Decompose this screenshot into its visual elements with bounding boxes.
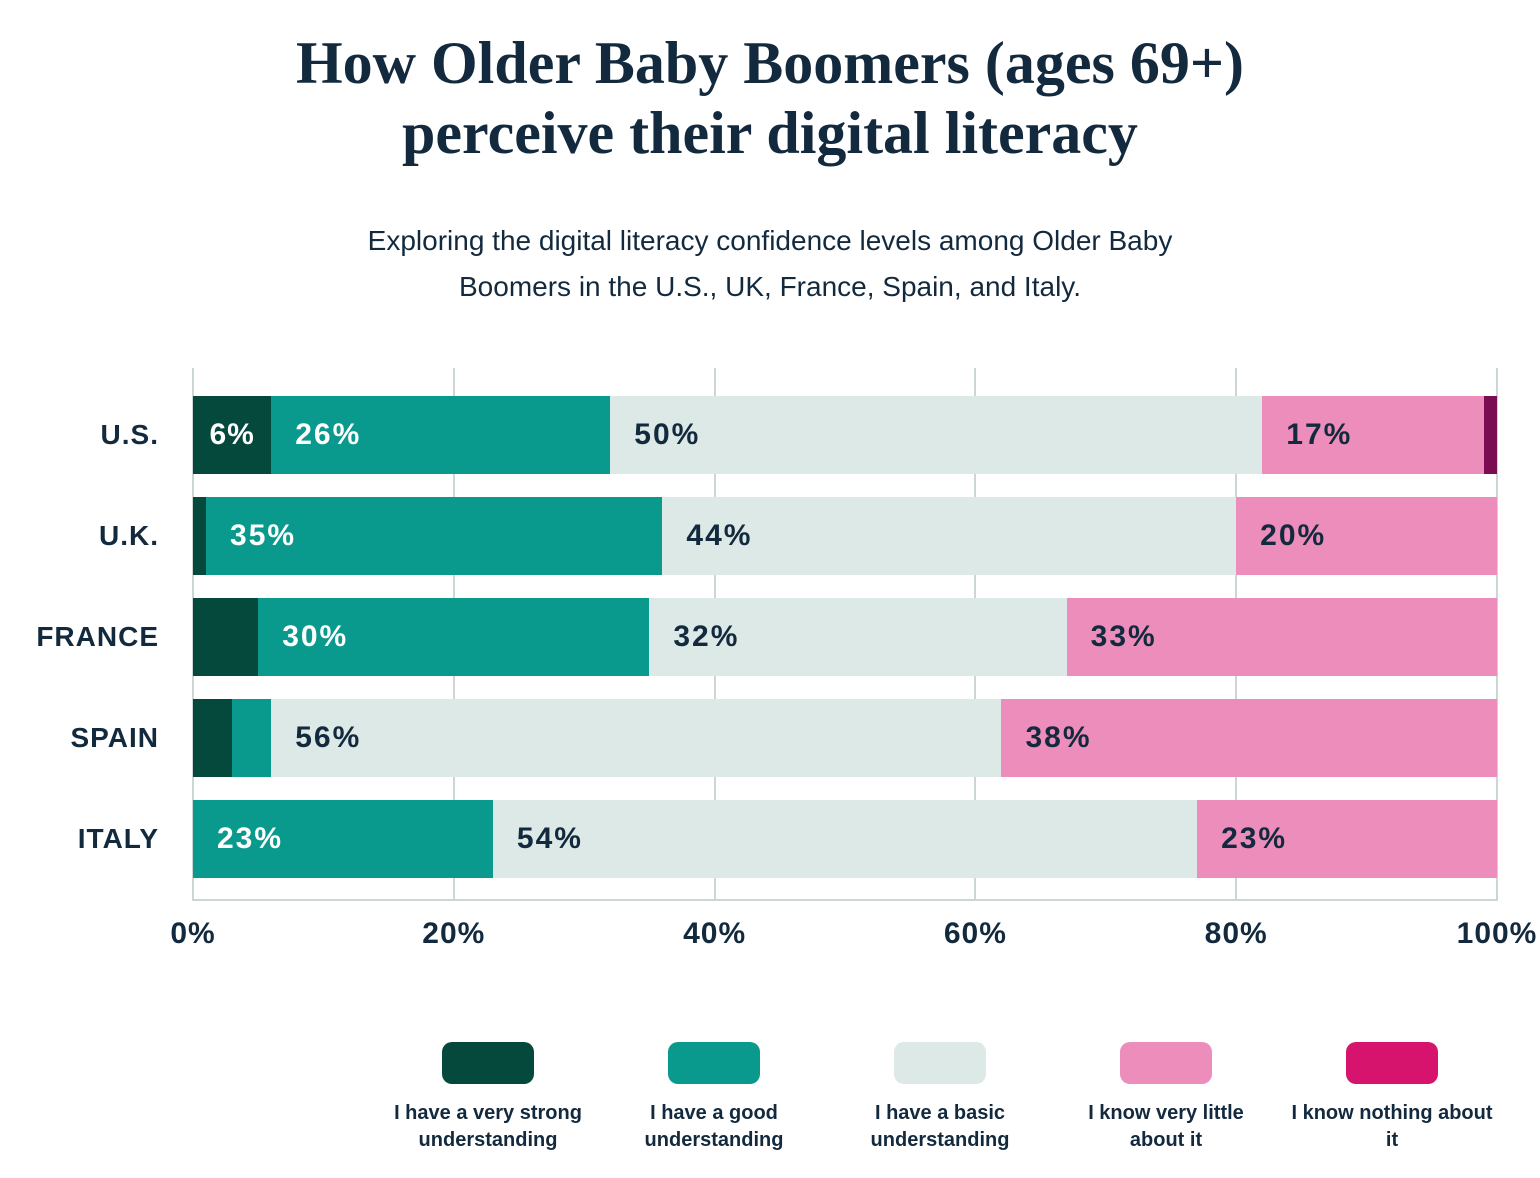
bar-row: 23% 54% 23%: [193, 800, 1497, 878]
bar-segment-label: 32%: [673, 620, 740, 653]
legend-swatch: [1120, 1042, 1212, 1084]
bar-segment-label: 35%: [230, 519, 297, 552]
bar-segment: [232, 699, 272, 777]
x-axis-tick-label: 100%: [1456, 917, 1538, 950]
bar-segment-label: 23%: [217, 822, 284, 855]
chart-subtitle-line2: Boomers in the U.S., UK, France, Spain, …: [459, 271, 1081, 302]
bar-segment-label: 6%: [209, 418, 255, 451]
bar-segment-label: 33%: [1090, 620, 1157, 653]
x-axis-tick-label: 20%: [422, 917, 486, 950]
bar-segment: [193, 598, 259, 676]
bar-segment-label: 23%: [1221, 822, 1288, 855]
legend-item: I have a basic understanding: [827, 1042, 1053, 1154]
legend-label: I have a basic understanding: [870, 1102, 1010, 1151]
bar-segment: 56%: [271, 699, 1002, 777]
legend-label: I know nothing about it: [1291, 1102, 1493, 1151]
row-label: ITALY: [77, 823, 159, 854]
bar-segment-label: 44%: [686, 519, 753, 552]
legend-item: I have a good understanding: [601, 1042, 827, 1154]
x-axis-tick-label: 60%: [943, 917, 1007, 950]
bar-segment: 44%: [662, 497, 1237, 575]
chart-subtitle: Exploring the digital literacy confidenc…: [0, 218, 1540, 310]
row-label: U.K.: [99, 520, 159, 551]
bar-segment-label: 50%: [634, 418, 701, 451]
x-axis-tick-label: 0%: [170, 917, 216, 950]
bar-segment: 6%: [193, 396, 272, 474]
bar-row: 30% 32% 33%: [193, 598, 1497, 676]
bar-segment-label: 38%: [1025, 721, 1092, 754]
x-axis-tick-label: 80%: [1204, 917, 1268, 950]
bar-row: 6% 26% 50% 17%: [193, 396, 1497, 474]
bar-segment: 32%: [649, 598, 1067, 676]
legend-label: I have a very strong understanding: [394, 1102, 582, 1151]
bar-row: 56% 38%: [193, 699, 1497, 777]
bar-segment-label: 20%: [1260, 519, 1327, 552]
row-label: SPAIN: [70, 722, 159, 753]
chart-title: How Older Baby Boomers (ages 69+) percei…: [0, 28, 1540, 168]
bar-segment: 20%: [1236, 497, 1497, 575]
bar-segment-label: 54%: [516, 822, 583, 855]
bar-segment: 23%: [1197, 800, 1497, 878]
bar-segment: [193, 497, 207, 575]
legend-item: I have a very strong understanding: [375, 1042, 601, 1154]
bar-segment-label: 26%: [295, 418, 362, 451]
legend-label: I know very little about it: [1088, 1102, 1244, 1151]
legend: I have a very strong understanding I have…: [375, 1042, 1505, 1154]
chart-title-line2: perceive their digital literacy: [402, 100, 1138, 166]
bar-segment: 35%: [206, 497, 663, 575]
bar-row: 35% 44% 20%: [193, 497, 1497, 575]
gridline: [1496, 368, 1498, 901]
legend-swatch: [668, 1042, 760, 1084]
row-label: U.S.: [100, 419, 159, 450]
bar-segment: 54%: [492, 800, 1198, 878]
bar-segment-label: 56%: [295, 721, 362, 754]
bar-segment: 26%: [271, 396, 611, 474]
legend-item: I know very little about it: [1053, 1042, 1279, 1154]
bar-segment: 23%: [193, 800, 493, 878]
x-axis-tick-label: 40%: [683, 917, 747, 950]
legend-swatch: [442, 1042, 534, 1084]
bar-segment: [1483, 396, 1497, 474]
legend-item: I know nothing about it: [1279, 1042, 1505, 1154]
bar-segment-label: 30%: [282, 620, 349, 653]
bar-segment: 33%: [1066, 598, 1497, 676]
bar-segment: 38%: [1001, 699, 1497, 777]
bar-segment: 50%: [610, 396, 1263, 474]
legend-swatch: [1346, 1042, 1438, 1084]
chart-subtitle-line1: Exploring the digital literacy confidenc…: [367, 225, 1173, 256]
legend-label: I have a good understanding: [644, 1102, 784, 1151]
legend-swatch: [894, 1042, 986, 1084]
bar-segment: [193, 699, 233, 777]
bar-segment: 17%: [1262, 396, 1484, 474]
row-label: FRANCE: [36, 621, 159, 652]
bar-segment-label: 17%: [1286, 418, 1353, 451]
bar-segment: 30%: [258, 598, 650, 676]
chart-title-line1: How Older Baby Boomers (ages 69+): [295, 30, 1245, 96]
plot-area: 0% 20% 40% 60% 80% 100% U.S. 6% 26% 50% 17% U.K. 35%…: [36, 368, 1536, 950]
